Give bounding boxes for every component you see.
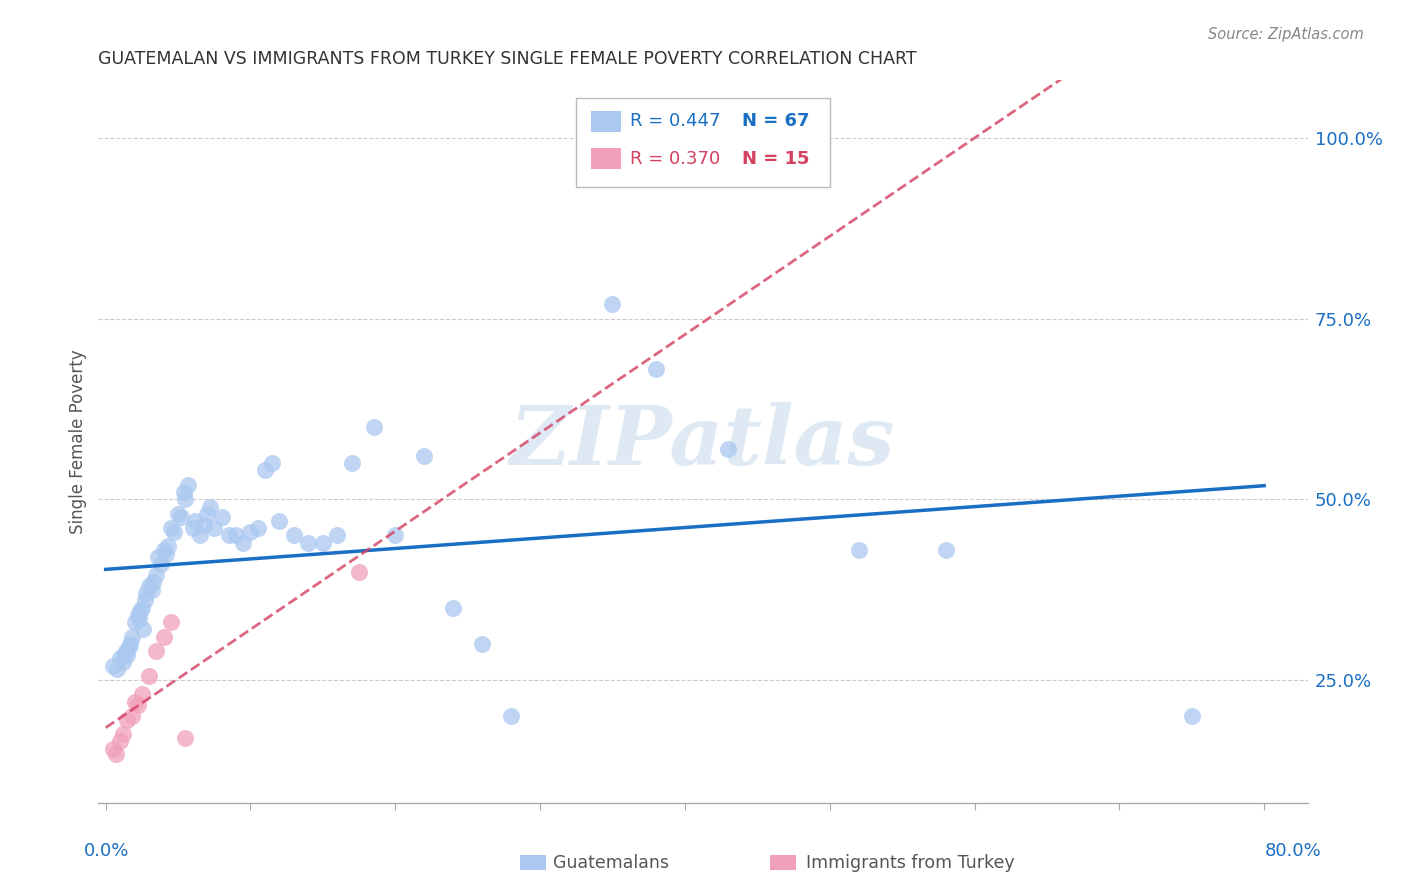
Point: [195, 507, 218, 521]
Point: [149, 558, 172, 572]
Point: [297, 535, 319, 549]
Point: [118, 640, 141, 655]
Point: [127, 607, 149, 622]
Point: [283, 528, 305, 542]
Point: [121, 630, 143, 644]
Point: [184, 514, 207, 528]
Point: [163, 524, 186, 539]
Point: [145, 568, 167, 582]
Point: [138, 669, 160, 683]
Point: [340, 456, 363, 470]
Point: [181, 521, 204, 535]
Point: [441, 600, 464, 615]
Point: [174, 731, 197, 745]
Point: [174, 492, 197, 507]
Point: [645, 362, 668, 376]
Point: [602, 297, 624, 311]
Point: [131, 687, 153, 701]
Point: [193, 517, 215, 532]
Point: [115, 644, 138, 658]
Text: ZIPatlas: ZIPatlas: [510, 401, 896, 482]
Point: [135, 586, 157, 600]
Point: [326, 528, 349, 542]
Point: [218, 528, 240, 542]
Point: [239, 524, 262, 539]
Point: [246, 521, 269, 535]
Point: [127, 698, 149, 713]
Point: [363, 420, 385, 434]
Point: [132, 623, 155, 637]
Point: [717, 442, 740, 456]
Point: [384, 528, 406, 542]
Point: [142, 575, 165, 590]
Point: [159, 521, 181, 535]
Text: 0.0%: 0.0%: [84, 842, 129, 860]
Point: [471, 637, 494, 651]
Point: [141, 582, 163, 597]
Text: N = 67: N = 67: [742, 112, 810, 130]
Point: [138, 579, 160, 593]
Point: [152, 542, 174, 557]
Point: [413, 449, 436, 463]
Point: [124, 615, 146, 630]
Point: [114, 648, 136, 662]
Point: [177, 478, 200, 492]
Point: [131, 600, 153, 615]
Text: GUATEMALAN VS IMMIGRANTS FROM TURKEY SINGLE FEMALE POVERTY CORRELATION CHART: GUATEMALAN VS IMMIGRANTS FROM TURKEY SIN…: [98, 50, 917, 68]
Point: [108, 734, 131, 748]
Point: [225, 528, 247, 542]
Point: [188, 528, 211, 542]
Point: [112, 655, 135, 669]
Point: [101, 741, 124, 756]
Point: [117, 713, 139, 727]
Text: Source: ZipAtlas.com: Source: ZipAtlas.com: [1208, 27, 1364, 42]
Point: [202, 521, 225, 535]
Point: [1181, 709, 1204, 723]
Point: [104, 747, 127, 761]
Point: [101, 658, 124, 673]
Point: [112, 727, 135, 741]
Point: [121, 709, 143, 723]
Point: [108, 651, 131, 665]
Point: [198, 500, 221, 514]
Point: [501, 709, 523, 723]
Point: [211, 510, 233, 524]
Point: [146, 550, 169, 565]
Point: [312, 535, 335, 549]
Point: [124, 695, 146, 709]
Point: [253, 463, 276, 477]
Point: [232, 535, 254, 549]
Point: [128, 611, 150, 625]
Text: 80.0%: 80.0%: [1265, 842, 1322, 860]
Text: Immigrants from Turkey: Immigrants from Turkey: [806, 854, 1014, 871]
Point: [262, 456, 284, 470]
Point: [117, 648, 139, 662]
Point: [129, 604, 152, 618]
Point: [269, 514, 291, 528]
Text: R = 0.447: R = 0.447: [630, 112, 720, 130]
Point: [134, 593, 156, 607]
Point: [120, 637, 142, 651]
Point: [159, 615, 181, 630]
Y-axis label: Single Female Poverty: Single Female Poverty: [69, 350, 87, 533]
Point: [145, 644, 167, 658]
Point: [848, 542, 870, 557]
Point: [170, 510, 193, 524]
Point: [156, 539, 179, 553]
Text: R = 0.370: R = 0.370: [630, 150, 720, 168]
Point: [347, 565, 370, 579]
Point: [105, 662, 128, 676]
Text: Guatemalans: Guatemalans: [553, 854, 669, 871]
Point: [173, 485, 195, 500]
Text: N = 15: N = 15: [742, 150, 810, 168]
Point: [155, 547, 177, 561]
Point: [167, 507, 190, 521]
Point: [152, 630, 174, 644]
Point: [935, 542, 957, 557]
